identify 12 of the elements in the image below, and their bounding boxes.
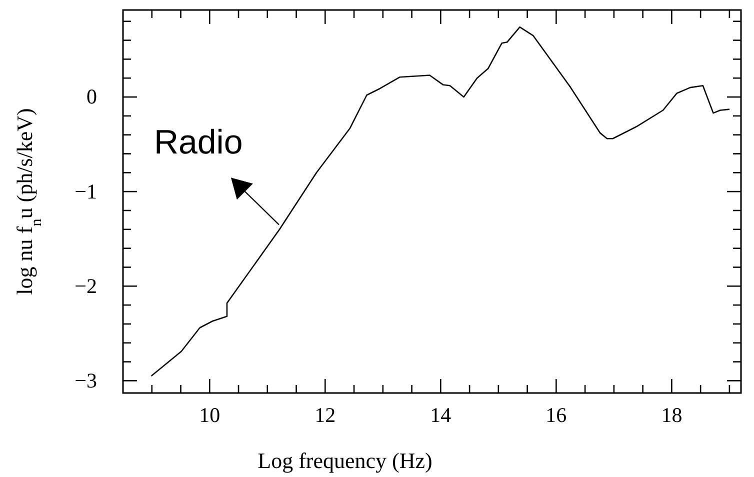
y-tick-label: −1 bbox=[74, 179, 97, 204]
x-tick-label: 10 bbox=[199, 402, 220, 427]
x-tick-label: 18 bbox=[661, 402, 682, 427]
y-tick-label: −2 bbox=[74, 274, 97, 298]
x-tick-label: 16 bbox=[546, 402, 567, 427]
x-tick-label: 14 bbox=[430, 402, 452, 427]
y-tick-label: −3 bbox=[74, 368, 97, 392]
annotation: Radio bbox=[154, 124, 243, 162]
x-axis-title: Log frequency (Hz) bbox=[258, 448, 432, 473]
y-tick-label: 0 bbox=[86, 84, 97, 109]
x-tick-label: 12 bbox=[314, 402, 336, 427]
line-series bbox=[150, 26, 730, 377]
